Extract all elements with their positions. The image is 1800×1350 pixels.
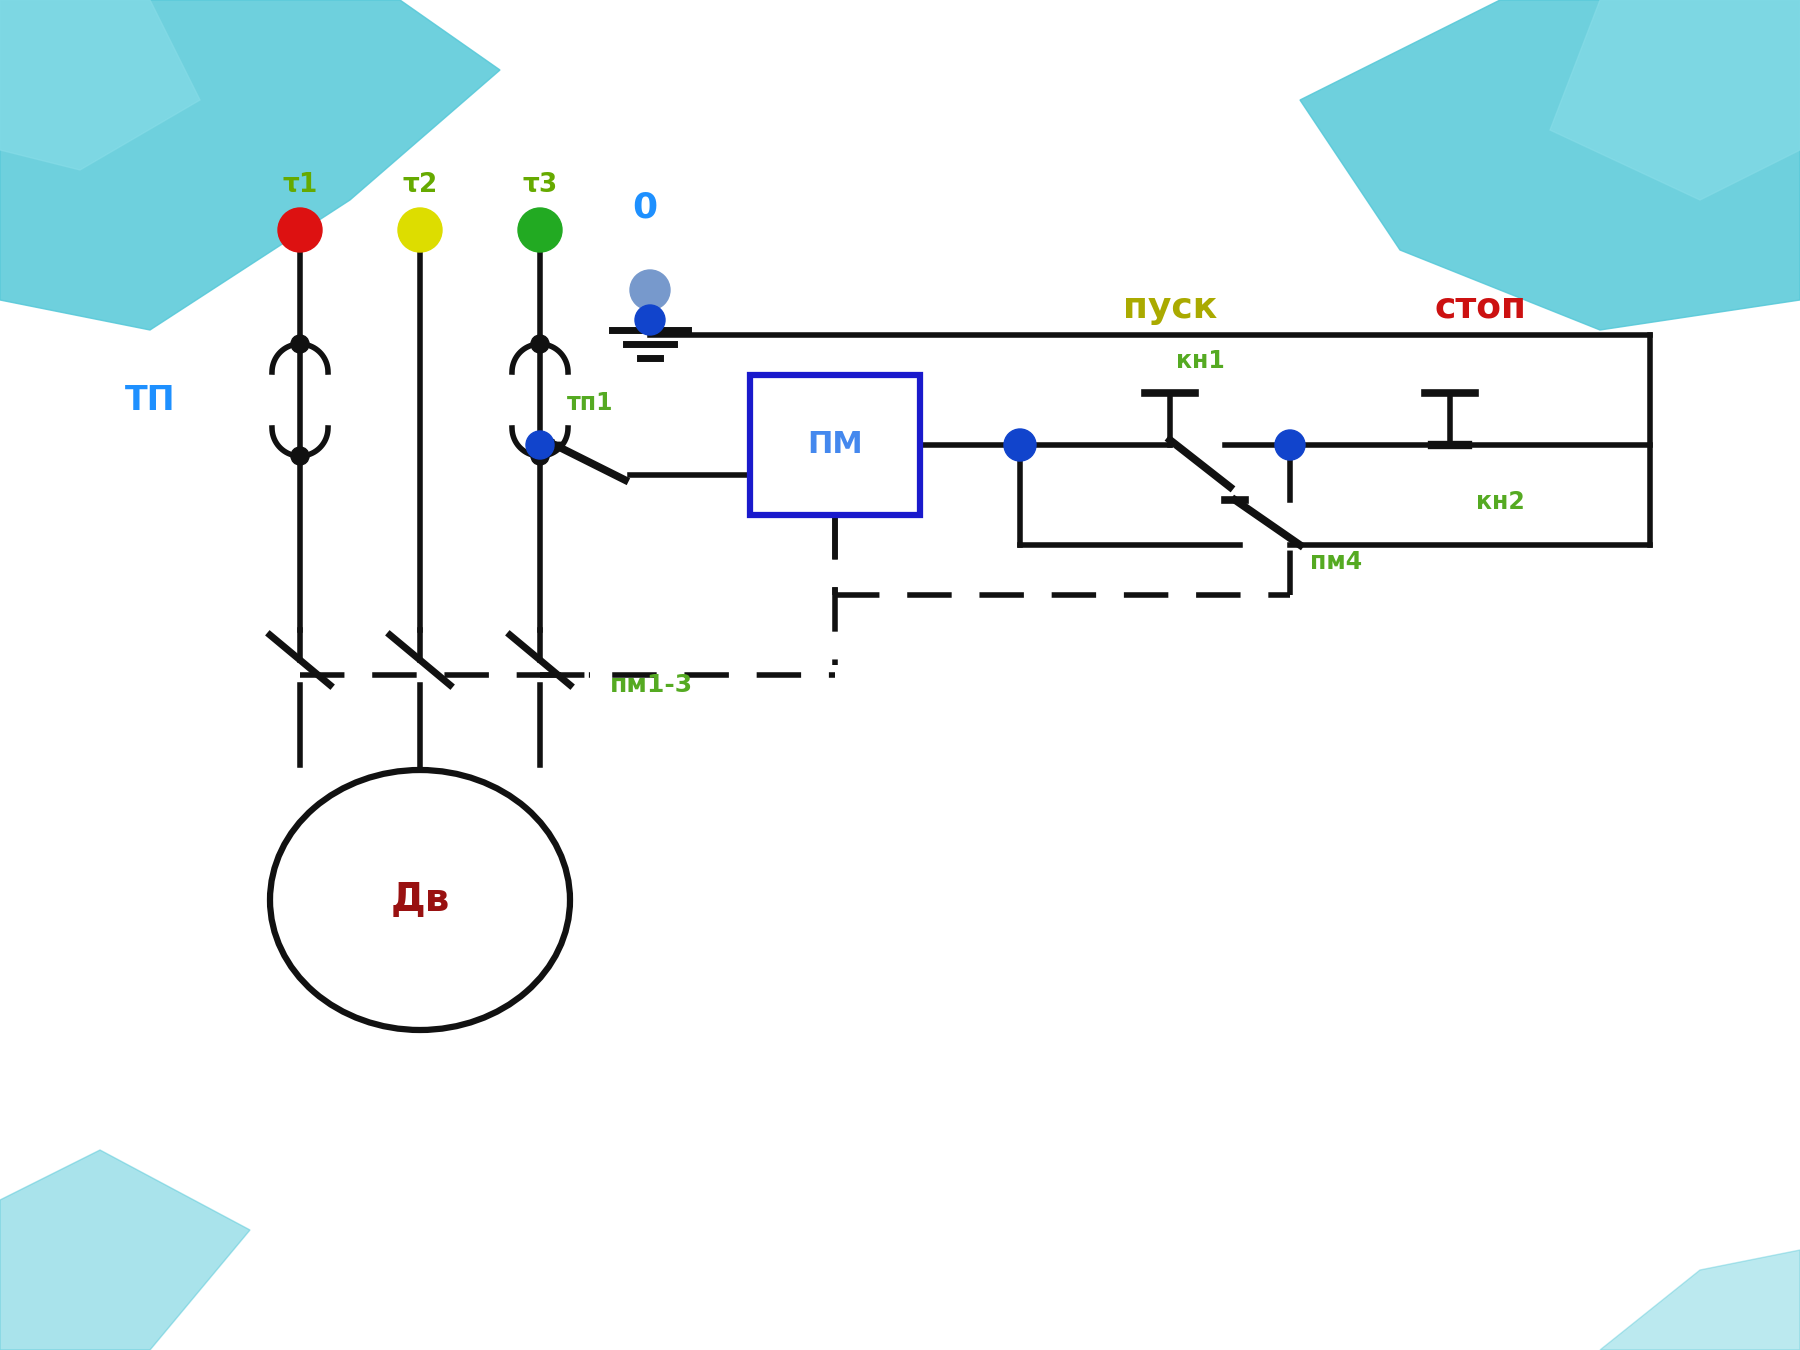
Circle shape (635, 305, 664, 335)
Polygon shape (0, 1150, 250, 1350)
Text: τ2: τ2 (403, 171, 437, 198)
Circle shape (526, 431, 554, 459)
Text: 0: 0 (632, 190, 657, 225)
Circle shape (531, 447, 549, 464)
Polygon shape (1600, 1250, 1800, 1350)
Circle shape (292, 335, 310, 352)
Polygon shape (1300, 0, 1800, 329)
Circle shape (630, 270, 670, 310)
Text: пм4: пм4 (1310, 549, 1363, 574)
Ellipse shape (270, 769, 571, 1030)
Circle shape (1274, 431, 1305, 460)
Circle shape (292, 447, 310, 464)
Text: стоп: стоп (1435, 292, 1526, 325)
Polygon shape (0, 0, 200, 170)
Text: кн2: кн2 (1476, 490, 1525, 514)
Circle shape (1004, 429, 1037, 460)
Bar (751, 375, 920, 514)
Text: Дв: Дв (391, 882, 450, 919)
Text: τ1: τ1 (283, 171, 317, 198)
Circle shape (518, 208, 562, 252)
Text: τ3: τ3 (522, 171, 558, 198)
Text: пуск: пуск (1123, 292, 1217, 325)
Polygon shape (0, 0, 500, 329)
Circle shape (398, 208, 443, 252)
Text: ПМ: ПМ (806, 431, 862, 459)
Circle shape (277, 208, 322, 252)
Polygon shape (1550, 0, 1800, 200)
Text: кн1: кн1 (1175, 350, 1224, 373)
Text: ТП: ТП (124, 383, 175, 417)
Circle shape (531, 335, 549, 352)
Text: тп1: тп1 (567, 392, 614, 414)
Text: пм1-3: пм1-3 (610, 674, 693, 697)
